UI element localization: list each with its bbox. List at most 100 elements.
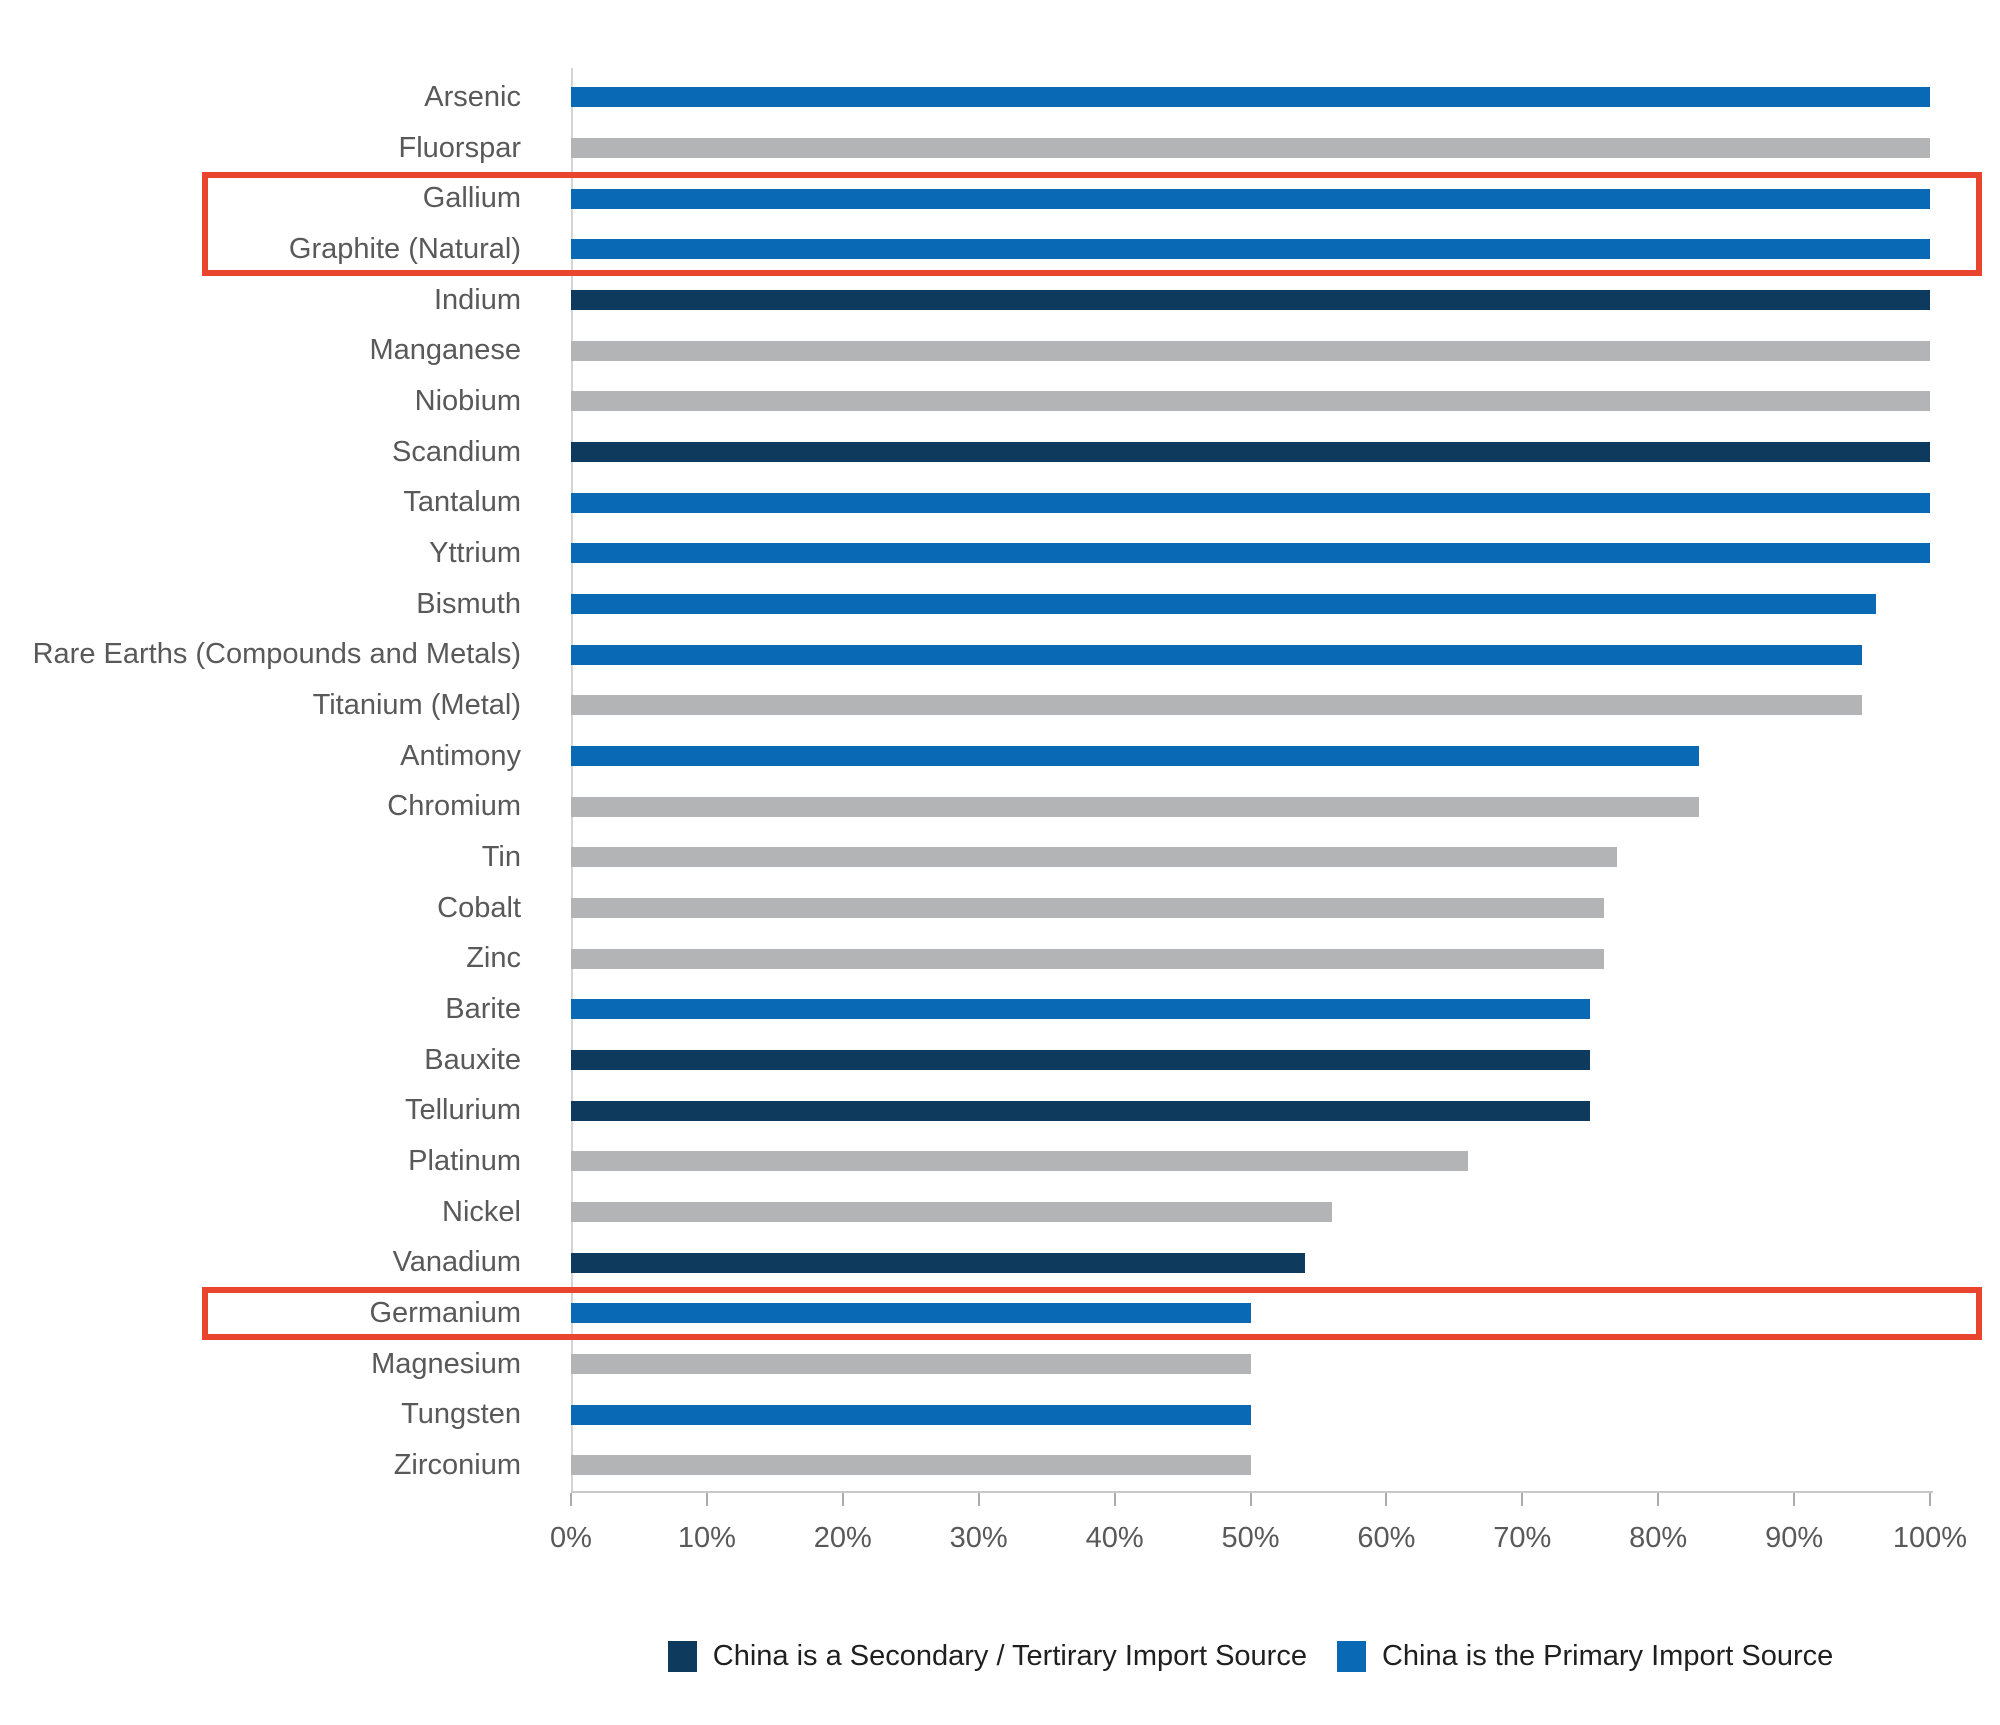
category-label: Gallium <box>422 182 521 215</box>
category-label: Barite <box>445 992 521 1025</box>
category-label: Rare Earths (Compounds and Metals) <box>32 638 521 671</box>
category-label: Chromium <box>387 790 521 823</box>
legend-item-primary: China is the Primary Import Source <box>1336 1640 1834 1673</box>
bar <box>571 1050 1591 1071</box>
bar-track <box>571 72 2000 123</box>
bar-track <box>571 1237 2000 1288</box>
axis-tick-mark <box>1657 1493 1660 1506</box>
category-label: Niobium <box>414 384 521 417</box>
bar <box>571 1151 1468 1172</box>
bar-track <box>571 579 2000 630</box>
bar <box>571 847 1618 868</box>
axis-tick-mark <box>1521 1493 1524 1506</box>
bar-track <box>571 1339 2000 1390</box>
bar-track <box>571 1187 2000 1238</box>
chart-row: Cobalt <box>0 883 2000 934</box>
legend-item-secondary: China is a Secondary / Tertirary Import … <box>667 1640 1307 1673</box>
bar-track <box>571 224 2000 275</box>
bar-track <box>571 528 2000 579</box>
highlight-box <box>202 172 1982 276</box>
chart-row: Vanadium <box>0 1237 2000 1288</box>
chart-row: Tantalum <box>0 477 2000 528</box>
axis-tick-mark <box>977 1493 980 1506</box>
chart-row: Titanium (Metal) <box>0 680 2000 731</box>
axis-tick-mark <box>1929 1493 1931 1506</box>
category-label: Cobalt <box>437 891 521 924</box>
highlight-box <box>202 1287 1982 1340</box>
bar-track <box>571 1440 2000 1491</box>
category-label: Graphite (Natural) <box>288 232 521 265</box>
bar <box>571 543 1930 564</box>
category-label: Indium <box>433 283 521 316</box>
axis-tick-mark <box>1249 1493 1252 1506</box>
bar <box>571 340 1930 361</box>
x-axis-line <box>571 1491 1933 1493</box>
category-label: Bauxite <box>424 1043 521 1076</box>
chart-row: Tellurium <box>0 1085 2000 1136</box>
chart-row: Indium <box>0 275 2000 326</box>
bar-track <box>571 680 2000 731</box>
axis-tick-mark <box>1113 1493 1116 1506</box>
bar <box>571 188 1930 209</box>
axis-tick-label: 0% <box>550 1522 592 1554</box>
axis-tick-mark <box>570 1493 572 1506</box>
axis-tick-label: 40% <box>1085 1522 1144 1554</box>
bar-track <box>571 781 2000 832</box>
bar <box>571 1354 1251 1375</box>
category-label: Magnesium <box>371 1347 521 1380</box>
category-label: Nickel <box>442 1195 521 1228</box>
chart-row: Arsenic <box>0 72 2000 123</box>
chart-row: Zinc <box>0 933 2000 984</box>
bar-rows: Arsenic Fluorspar Gallium Graphite (Natural… <box>0 72 2000 1491</box>
chart-row: Bismuth <box>0 579 2000 630</box>
bar <box>571 1303 1251 1324</box>
chart-row: Manganese <box>0 325 2000 376</box>
chart-row: Zirconium <box>0 1440 2000 1491</box>
bar <box>571 1252 1305 1273</box>
category-label: Zinc <box>466 942 521 975</box>
category-label: Arsenic <box>424 80 521 113</box>
legend-label-primary: China is the Primary Import Source <box>1381 1640 1834 1672</box>
chart-row: Tungsten <box>0 1389 2000 1440</box>
bar-track <box>571 832 2000 883</box>
bar-track <box>571 1085 2000 1136</box>
axis-tick-mark <box>705 1493 708 1506</box>
bar <box>571 999 1591 1020</box>
bar-track <box>571 376 2000 427</box>
bar <box>571 1404 1251 1425</box>
legend: China is a Secondary / Tertirary Import … <box>571 1640 1930 1673</box>
bar-track <box>571 477 2000 528</box>
chart-row: Nickel <box>0 1187 2000 1238</box>
bar <box>571 594 1876 615</box>
chart-row: Magnesium <box>0 1339 2000 1390</box>
bar <box>571 391 1930 412</box>
y-axis-line <box>571 68 573 1491</box>
chart-row: Platinum <box>0 1136 2000 1187</box>
bar <box>571 1100 1591 1121</box>
axis-tick-label: 20% <box>813 1522 872 1554</box>
bar <box>571 239 1930 260</box>
bar <box>571 1455 1251 1476</box>
axis-tick-label: 100% <box>1892 1522 1968 1554</box>
bar <box>571 948 1604 969</box>
category-label: Zirconium <box>393 1448 521 1481</box>
bar-track <box>571 933 2000 984</box>
chart-row: Bauxite <box>0 1035 2000 1086</box>
bar-track <box>571 1136 2000 1187</box>
bar <box>571 796 1699 817</box>
bar-track <box>571 883 2000 934</box>
bar-track <box>571 275 2000 326</box>
axis-tick-label: 80% <box>1629 1522 1688 1554</box>
category-label: Manganese <box>369 334 521 367</box>
category-label: Yttrium <box>429 536 521 569</box>
category-label: Bismuth <box>416 587 521 620</box>
chart-row: Fluorspar <box>0 123 2000 174</box>
chart-row: Rare Earths (Compounds and Metals) <box>0 629 2000 680</box>
axis-tick-mark <box>841 1493 844 1506</box>
chart-row: Gallium <box>0 173 2000 224</box>
bar-track <box>571 173 2000 224</box>
axis-tick-label: 50% <box>1221 1522 1280 1554</box>
axis-tick-mark <box>1793 1493 1796 1506</box>
bar-track <box>571 1389 2000 1440</box>
